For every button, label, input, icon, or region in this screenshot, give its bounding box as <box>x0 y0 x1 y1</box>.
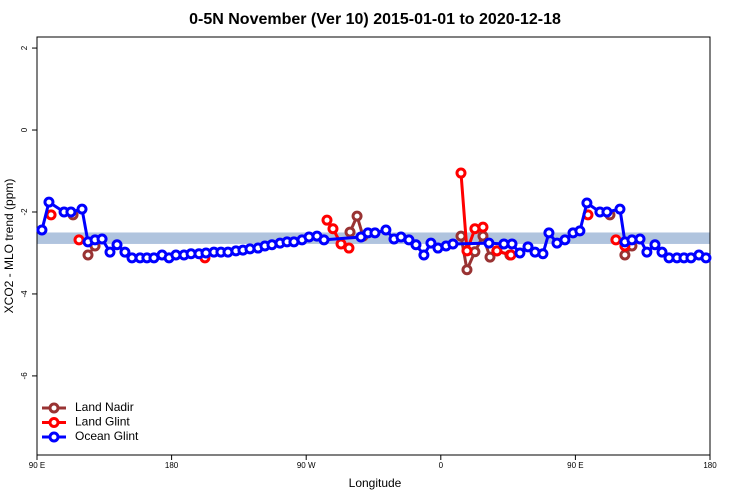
data-point <box>104 246 116 258</box>
legend-marker <box>48 402 60 414</box>
data-point <box>700 252 712 264</box>
x-tick-label: 90 E <box>29 461 45 470</box>
data-point <box>119 246 131 258</box>
data-point <box>649 239 661 251</box>
data-point <box>506 238 518 250</box>
data-point <box>344 226 356 238</box>
data-point <box>559 234 571 246</box>
data-point <box>610 234 622 246</box>
legend-marker <box>48 417 60 428</box>
data-point <box>380 224 392 236</box>
data-point <box>601 206 613 218</box>
data-point <box>522 241 534 253</box>
data-point <box>327 223 339 235</box>
data-point <box>447 238 459 250</box>
data-point <box>537 248 549 260</box>
data-point <box>43 196 55 208</box>
legend-marker <box>48 431 60 443</box>
data-point <box>483 237 495 249</box>
data-point <box>343 242 355 254</box>
data-point <box>425 237 437 249</box>
data-point <box>581 197 593 209</box>
data-point <box>418 249 430 261</box>
y-tick-label: -6 <box>20 372 29 380</box>
data-point <box>505 249 517 261</box>
data-point <box>82 249 94 261</box>
x-tick-label: 90 E <box>567 461 583 470</box>
x-axis-label: Longitude <box>349 476 402 490</box>
reference-band <box>37 232 710 244</box>
data-point <box>318 234 330 246</box>
data-point <box>73 234 85 246</box>
data-point <box>641 246 653 258</box>
data-point <box>614 203 626 215</box>
data-point <box>369 227 381 239</box>
data-point <box>484 251 496 263</box>
x-tick-label: 90 W <box>297 461 316 470</box>
y-axis-label: XCO2 - MLO trend (ppm) <box>2 179 16 314</box>
data-point <box>111 239 123 251</box>
data-point <box>96 233 108 245</box>
data-point <box>461 245 473 257</box>
series-line <box>325 172 626 257</box>
y-tick-label: 2 <box>20 45 29 50</box>
x-tick-label: 180 <box>165 461 179 470</box>
data-point <box>45 209 57 221</box>
data-point <box>403 234 415 246</box>
data-point <box>634 233 646 245</box>
plot-frame <box>36 36 711 456</box>
data-point <box>36 224 48 236</box>
legend-label: Ocean Glint <box>75 429 139 443</box>
y-tick-label: -2 <box>20 208 29 216</box>
data-point <box>656 246 668 258</box>
data-point <box>477 221 489 233</box>
y-tick-label: -4 <box>20 290 29 298</box>
data-point <box>65 206 77 218</box>
data-point <box>461 264 473 276</box>
x-tick-label: 0 <box>439 461 444 470</box>
legend-label: Land Nadir <box>75 400 134 414</box>
data-point <box>351 210 363 222</box>
data-point <box>491 245 503 257</box>
data-point <box>76 203 88 215</box>
data-point <box>455 167 467 179</box>
data-point <box>455 230 467 242</box>
data-point <box>514 247 526 259</box>
legend-label: Land Glint <box>75 415 130 429</box>
x-tick-label: 180 <box>703 461 717 470</box>
data-point <box>321 214 333 226</box>
data-point <box>619 249 631 261</box>
data-point <box>543 227 555 239</box>
y-tick-label: 0 <box>20 127 29 132</box>
data-point <box>410 239 422 251</box>
data-point <box>574 225 586 237</box>
chart-title: 0-5N November (Ver 10) 2015-01-01 to 202… <box>189 11 561 28</box>
